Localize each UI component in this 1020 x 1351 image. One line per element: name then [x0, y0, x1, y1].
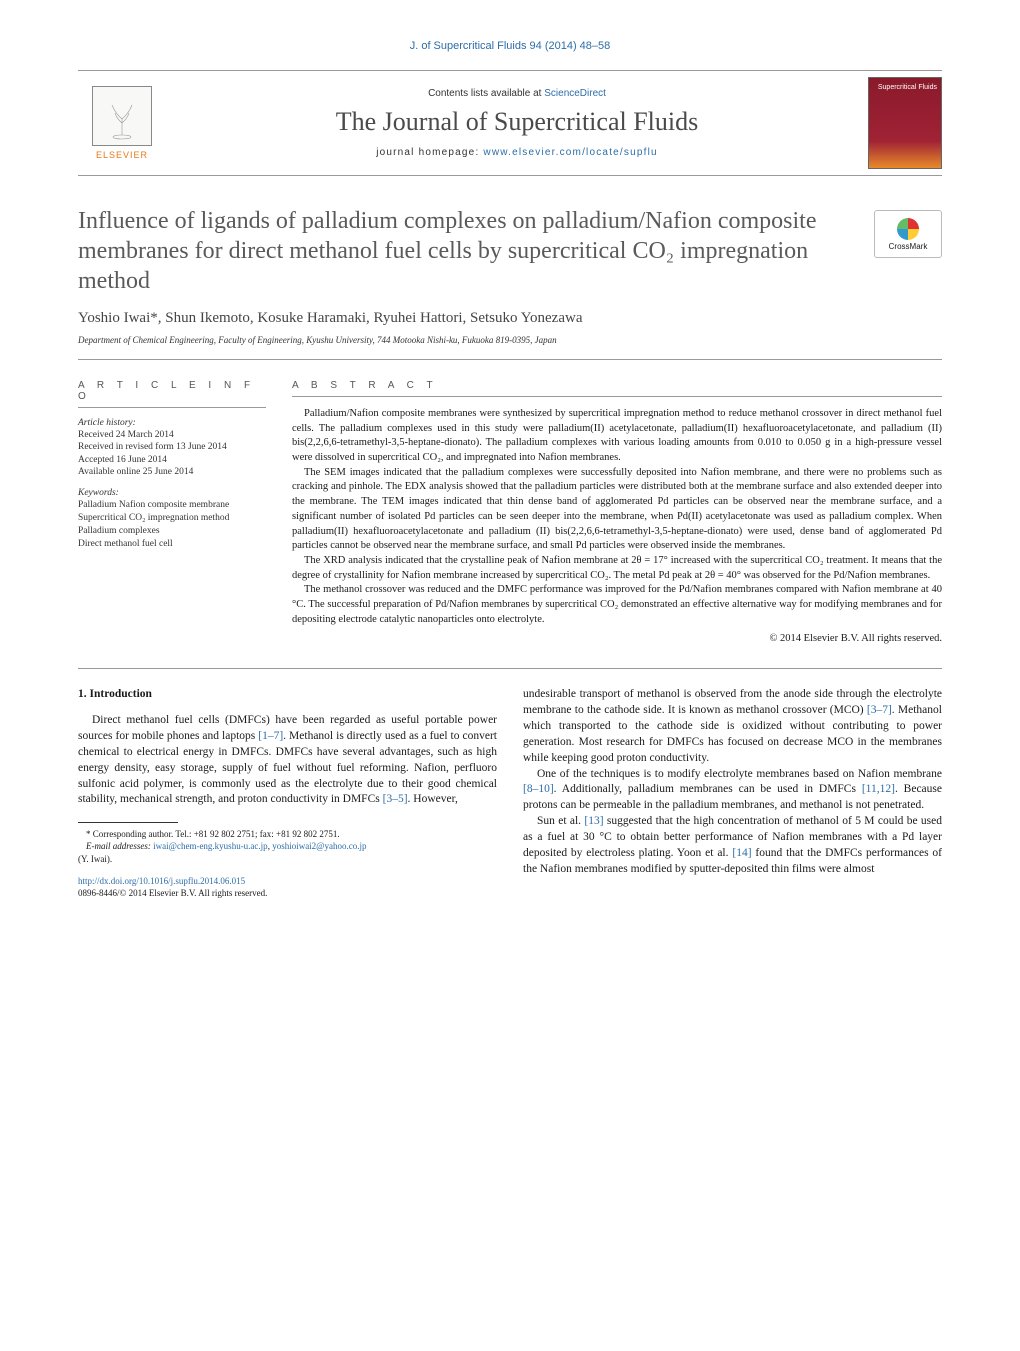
issn-text: 0896-8446/© 2014 Elsevier B.V. All right…	[78, 888, 267, 898]
col2-p3: Sun et al. [13] suggested that the high …	[523, 814, 942, 877]
article-info-label: A R T I C L E I N F O	[78, 380, 266, 408]
journal-ref-link[interactable]: J. of Supercritical Fluids 94 (2014) 48–…	[78, 40, 942, 52]
abstract-p2: The SEM images indicated that the pallad…	[292, 466, 942, 554]
col2-p1: undesirable transport of methanol is obs…	[523, 687, 942, 766]
journal-name: The Journal of Supercritical Fluids	[176, 107, 858, 137]
elsevier-label: ELSEVIER	[96, 150, 148, 160]
authors: Yoshio Iwai*, Shun Ikemoto, Kosuke Haram…	[78, 310, 942, 327]
sciencedirect-link[interactable]: ScienceDirect	[544, 88, 606, 99]
body-col-right: undesirable transport of methanol is obs…	[523, 687, 942, 899]
corresponding-footnote: * Corresponding author. Tel.: +81 92 802…	[78, 828, 497, 840]
ref-link[interactable]: [13]	[584, 815, 603, 827]
info-abstract-row: A R T I C L E I N F O Article history: R…	[78, 380, 942, 644]
abstract-p1: Palladium/Nafion composite membranes wer…	[292, 407, 942, 466]
abstract-copyright: © 2014 Elsevier B.V. All rights reserved…	[292, 633, 942, 644]
body-columns: 1. Introduction Direct methanol fuel cel…	[78, 687, 942, 899]
article-info: A R T I C L E I N F O Article history: R…	[78, 380, 266, 644]
ref-link[interactable]: [1–7]	[258, 730, 283, 742]
cover-thumbnail: Supercritical Fluids	[868, 77, 942, 169]
ref-link[interactable]: [8–10]	[523, 783, 554, 795]
title-row: Influence of ligands of palladium comple…	[78, 206, 942, 296]
cover-thumb-text: Supercritical Fluids	[878, 84, 937, 92]
crossmark-label: CrossMark	[889, 242, 928, 251]
email-link[interactable]: iwai@chem-eng.kyushu-u.ac.jp	[153, 841, 268, 851]
divider	[78, 668, 942, 669]
homepage-link[interactable]: www.elsevier.com/locate/supflu	[483, 147, 657, 158]
elsevier-tree-icon	[92, 86, 152, 146]
intro-p1: Direct methanol fuel cells (DMFCs) have …	[78, 713, 497, 808]
email-link[interactable]: yoshioiwai2@yahoo.co.jp	[272, 841, 366, 851]
ref-link[interactable]: [3–5]	[383, 793, 408, 805]
history-text: Received 24 March 2014 Received in revis…	[78, 429, 266, 478]
keywords-label: Keywords:	[78, 488, 266, 498]
text-span: . However,	[408, 793, 458, 805]
intro-heading: 1. Introduction	[78, 687, 497, 703]
email-footnote: E-mail addresses: iwai@chem-eng.kyushu-u…	[78, 840, 497, 852]
homepage-line: journal homepage: www.elsevier.com/locat…	[176, 147, 858, 158]
col2-p2: One of the techniques is to modify elect…	[523, 767, 942, 815]
email-label: E-mail addresses:	[86, 841, 153, 851]
abstract: A B S T R A C T Palladium/Nafion composi…	[292, 380, 942, 644]
ref-link[interactable]: [14]	[732, 847, 751, 859]
elsevier-logo: ELSEVIER	[78, 79, 166, 167]
contents-text: Contents lists available at	[428, 88, 544, 99]
masthead-center: Contents lists available at ScienceDirec…	[166, 88, 868, 158]
history-label: Article history:	[78, 418, 266, 428]
ref-link[interactable]: [11,12]	[862, 783, 895, 795]
abstract-p4: The methanol crossover was reduced and t…	[292, 583, 942, 627]
affiliation: Department of Chemical Engineering, Facu…	[78, 335, 942, 360]
text-span: Sun et al.	[537, 815, 584, 827]
body-col-left: 1. Introduction Direct methanol fuel cel…	[78, 687, 497, 899]
keywords-text: Palladium Nafion composite membrane Supe…	[78, 499, 266, 550]
email-author: (Y. Iwai).	[78, 853, 497, 865]
ref-link[interactable]: [3–7]	[867, 704, 892, 716]
homepage-label: journal homepage:	[376, 147, 483, 158]
masthead: ELSEVIER Contents lists available at Sci…	[78, 70, 942, 176]
footnote-separator	[78, 822, 178, 823]
text-span: One of the techniques is to modify elect…	[537, 768, 942, 780]
contents-line: Contents lists available at ScienceDirec…	[176, 88, 858, 99]
abstract-p3: The XRD analysis indicated that the crys…	[292, 554, 942, 583]
article-title: Influence of ligands of palladium comple…	[78, 206, 854, 296]
crossmark-badge[interactable]: CrossMark	[874, 210, 942, 258]
crossmark-icon	[897, 218, 919, 240]
abstract-label: A B S T R A C T	[292, 380, 942, 397]
doi-block: http://dx.doi.org/10.1016/j.supflu.2014.…	[78, 875, 497, 899]
doi-link[interactable]: http://dx.doi.org/10.1016/j.supflu.2014.…	[78, 876, 245, 886]
text-span: . Additionally, palladium membranes can …	[554, 783, 862, 795]
